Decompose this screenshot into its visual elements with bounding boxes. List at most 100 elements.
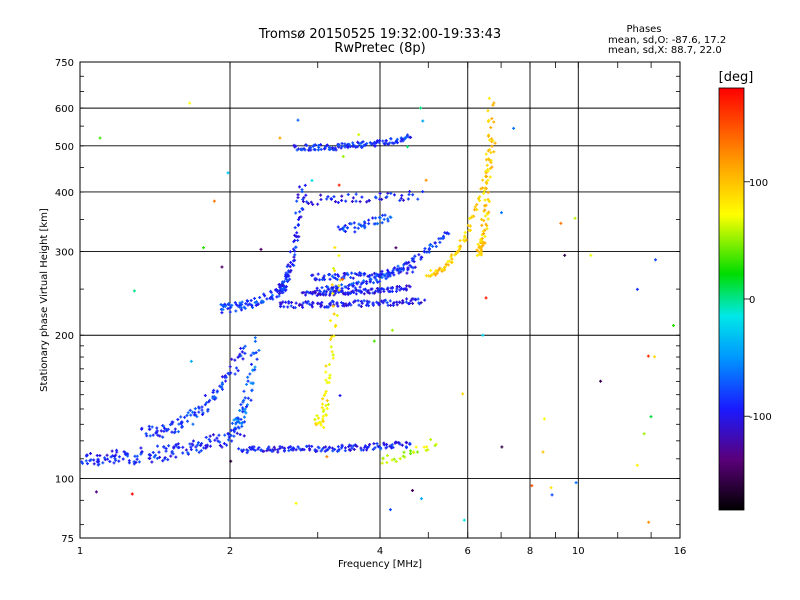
data-point [335, 278, 339, 282]
data-point [324, 413, 328, 417]
data-point [424, 448, 428, 452]
data-point [176, 430, 180, 434]
data-point [400, 443, 404, 447]
data-point [227, 302, 231, 306]
data-point [173, 427, 177, 431]
data-point [230, 421, 234, 425]
data-point [252, 445, 256, 449]
data-point [385, 287, 389, 291]
data-point [289, 445, 293, 449]
chart-subtitle: RwPretec (8p) [334, 41, 425, 56]
data-point [477, 197, 481, 201]
data-point [140, 427, 144, 431]
data-point [103, 456, 107, 460]
data-point [188, 408, 192, 412]
data-point [377, 215, 381, 219]
data-point [308, 447, 312, 451]
data-point [653, 258, 657, 262]
data-point [325, 448, 329, 452]
data-point [360, 290, 364, 294]
data-point [327, 287, 331, 291]
data-point [355, 282, 359, 286]
data-point [322, 278, 326, 282]
data-point [298, 210, 302, 214]
data-point [113, 456, 117, 460]
data-point [98, 136, 102, 140]
data-point [358, 142, 362, 146]
data-point [380, 276, 384, 280]
minor-ticks [79, 62, 681, 538]
y-tick-label: 100 [55, 475, 74, 486]
data-point [333, 146, 337, 150]
data-point [241, 410, 245, 414]
data-point [226, 432, 230, 436]
data-point [270, 293, 274, 297]
data-point [408, 190, 412, 194]
data-point [482, 219, 486, 223]
data-point [258, 295, 262, 299]
data-point [385, 461, 389, 465]
data-point [480, 217, 484, 221]
data-point [240, 300, 244, 304]
data-point [185, 414, 189, 418]
data-point [487, 118, 491, 122]
gridlines [80, 62, 680, 538]
data-point [305, 143, 309, 147]
data-point [402, 450, 406, 454]
data-point [425, 445, 429, 449]
data-point [220, 381, 224, 385]
data-point [406, 145, 410, 149]
data-point [330, 335, 334, 339]
data-point [399, 266, 403, 270]
data-point [276, 450, 280, 454]
data-point [234, 427, 238, 431]
data-point [250, 388, 254, 392]
data-point [384, 141, 388, 145]
data-point [391, 269, 395, 273]
data-point [237, 447, 241, 451]
data-point [464, 238, 468, 242]
data-point [181, 445, 185, 449]
data-point [421, 190, 425, 194]
data-point [331, 353, 335, 357]
data-point [371, 302, 375, 306]
data-point [409, 135, 413, 139]
data-point [139, 446, 143, 450]
data-point [315, 286, 319, 290]
data-point [301, 200, 305, 204]
data-point [642, 432, 646, 436]
data-point [300, 303, 304, 307]
data-point [239, 308, 243, 312]
data-point [232, 434, 236, 438]
data-point [230, 303, 234, 307]
data-point [275, 295, 279, 299]
data-point [333, 447, 337, 451]
data-point [360, 301, 364, 305]
data-point [333, 246, 337, 250]
data-point [251, 351, 255, 355]
data-point [199, 449, 203, 453]
data-point [479, 253, 483, 257]
data-point [158, 434, 162, 438]
data-point [294, 144, 298, 148]
data-point [351, 289, 355, 293]
data-point [340, 142, 344, 146]
data-point [332, 266, 336, 270]
data-point [484, 175, 488, 179]
data-point [413, 254, 417, 258]
data-point [218, 440, 222, 444]
data-point [243, 351, 247, 355]
data-point [340, 286, 344, 290]
data-point [412, 451, 416, 455]
data-point [324, 364, 328, 368]
data-point [318, 290, 322, 294]
data-point [344, 199, 348, 203]
data-point [267, 445, 271, 449]
data-point [144, 432, 148, 436]
data-point [475, 208, 479, 212]
data-point [98, 454, 102, 458]
data-point [330, 446, 334, 450]
data-point [249, 381, 253, 385]
data-point [271, 297, 275, 301]
data-point [353, 144, 357, 148]
